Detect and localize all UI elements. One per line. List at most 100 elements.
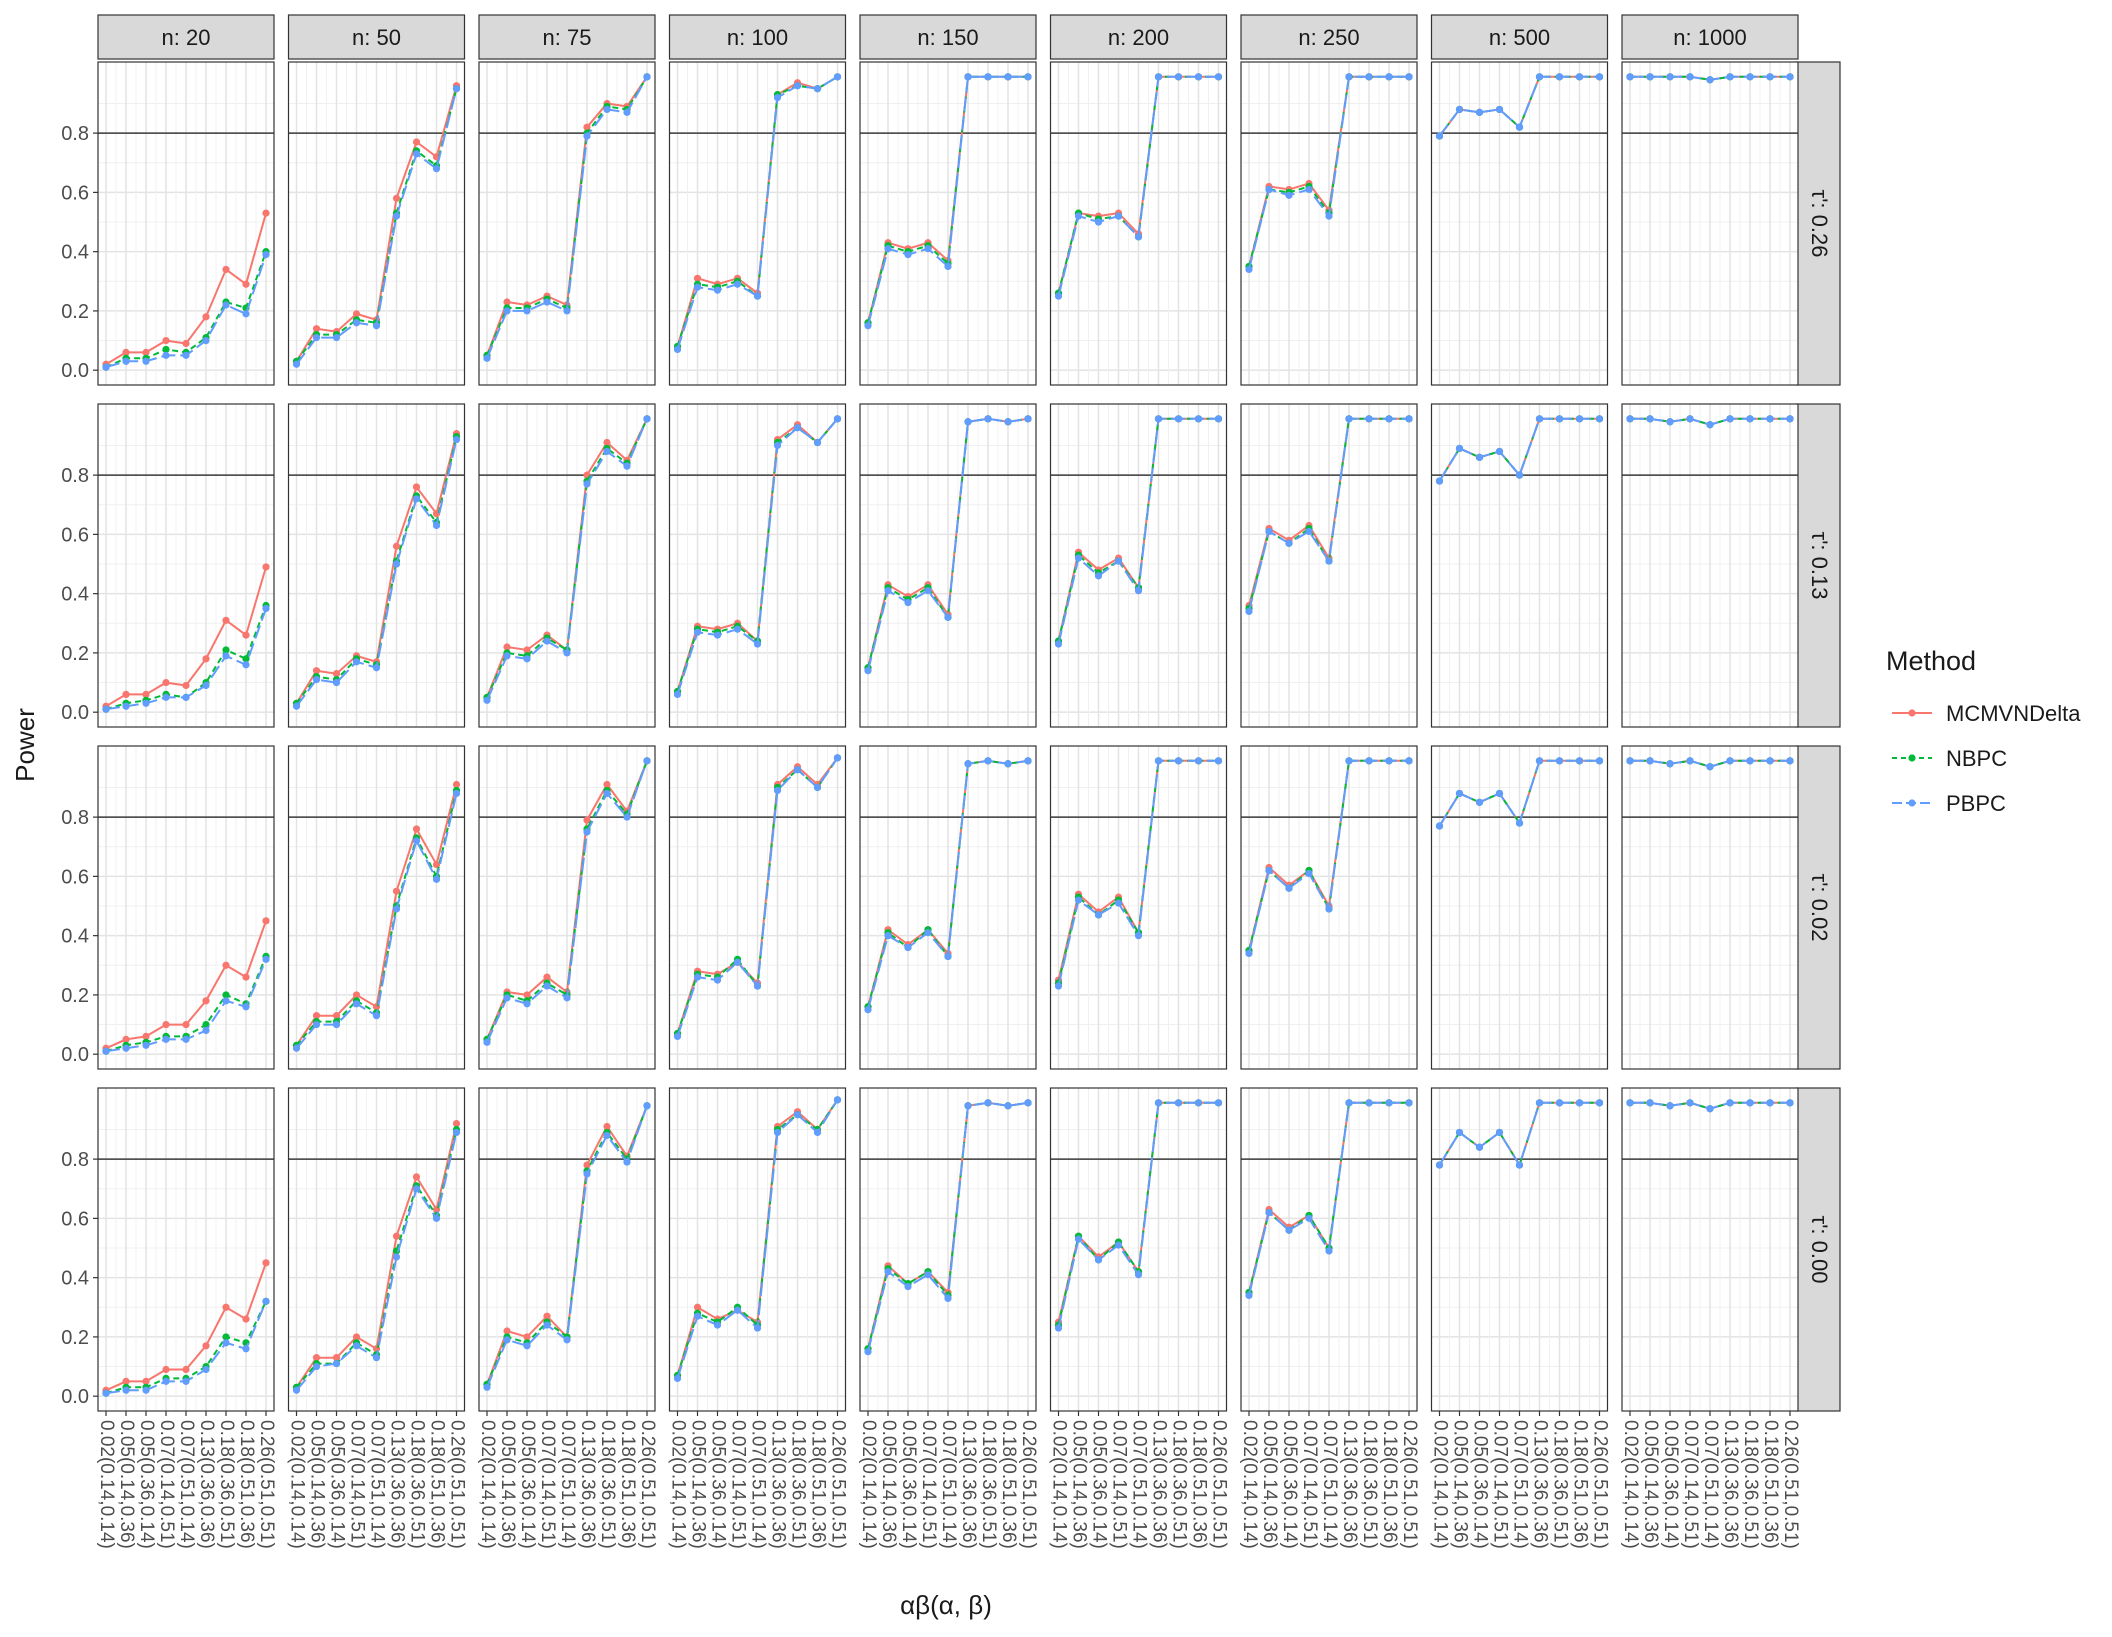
data-point-pbpc: [1074, 896, 1083, 904]
facet-strip-col: [859, 14, 1037, 60]
x-tick-label: 0.18(0.36,0.51): [1359, 1420, 1380, 1549]
data-point-pbpc: [904, 1282, 912, 1291]
facet-panel: [1049, 745, 1228, 1070]
data-point-pbpc: [222, 652, 230, 660]
data-point-pbpc: [623, 1158, 631, 1166]
x-tick-label: 0.05(0.14,0.36): [1259, 1420, 1280, 1549]
facet-strip-row: [1795, 745, 1841, 1070]
data-point-pbpc: [1385, 73, 1393, 81]
series-line-nbpc: [676, 1099, 839, 1376]
facet-panel: [287, 61, 466, 386]
data-point-mcmvndelta: [412, 138, 421, 146]
data-point-mcmvndelta: [222, 961, 230, 969]
data-point-pbpc: [1535, 73, 1544, 81]
data-point-pbpc: [202, 336, 210, 345]
data-point-pbpc: [122, 357, 130, 365]
facet-panel: [1240, 745, 1418, 1070]
panel-border: [1621, 403, 1799, 728]
data-point-pbpc: [1325, 1247, 1333, 1255]
x-tick-label: 0.18(0.51,0.36): [998, 1420, 1019, 1549]
data-point-pbpc: [1024, 415, 1032, 423]
data-point-pbpc: [673, 1374, 682, 1383]
data-point-pbpc: [1666, 418, 1674, 426]
data-point-pbpc: [1626, 73, 1634, 81]
data-point-pbpc: [1726, 73, 1734, 81]
facet-panel: 0.02(0.14,0.14) 0.05(0.14,0.36) 0.05(0.36,…: [1429, 1087, 1610, 1549]
legend-key-point: [1908, 709, 1916, 717]
data-point-pbpc: [242, 310, 250, 318]
data-point-pbpc: [603, 789, 611, 798]
data-point-pbpc: [1495, 789, 1504, 798]
data-point-pbpc: [1245, 949, 1253, 958]
data-point-pbpc: [964, 1102, 972, 1110]
panel-border: [1049, 403, 1228, 728]
data-point-pbpc: [1666, 1102, 1674, 1110]
data-point-pbpc: [1325, 557, 1333, 565]
data-point-pbpc: [1766, 1099, 1774, 1107]
x-axis-title: αβ(α, β): [900, 1590, 992, 1620]
data-point-mcmvndelta: [352, 310, 361, 318]
data-point-pbpc: [643, 415, 651, 423]
data-point-pbpc: [964, 418, 972, 426]
data-point-mcmvndelta: [142, 348, 150, 357]
data-point-pbpc: [483, 1383, 491, 1391]
data-point-pbpc: [182, 693, 190, 701]
data-point-pbpc: [1074, 212, 1083, 220]
series-line-nbpc: [486, 760, 648, 1040]
data-point-pbpc: [1094, 572, 1103, 580]
y-tick-label: 0.8: [61, 807, 89, 829]
data-point-pbpc: [1495, 1128, 1504, 1137]
data-point-pbpc: [412, 495, 421, 503]
data-point-pbpc: [1054, 1324, 1063, 1332]
x-tick-label: 0.26(0.51,0.51): [1589, 1420, 1610, 1549]
x-tick-label: 0.13(0.36,0.36): [1148, 1420, 1169, 1549]
data-point-pbpc: [1214, 1099, 1223, 1107]
data-point-pbpc: [312, 675, 321, 684]
data-point-mcmvndelta: [392, 194, 401, 202]
facet-panel: [1621, 61, 1799, 386]
facet-panel: [668, 403, 847, 728]
x-tick-label: 0.07(0.14,0.51): [1299, 1420, 1320, 1549]
data-point-pbpc: [1706, 1105, 1714, 1113]
facet-panel: 0.0 0.2 0.4 0.6 0.8: [61, 745, 275, 1070]
facet-strip-col-label: n: 75: [543, 25, 592, 50]
x-tick-label: 0.05(0.14,0.36): [497, 1420, 518, 1549]
legend-key-point: [1908, 799, 1916, 807]
x-tick-label: 0.13(0.36,0.36): [386, 1420, 407, 1549]
x-tick-label: 0.07(0.14,0.51): [1680, 1420, 1701, 1549]
facet-strip-col-label: n: 250: [1298, 25, 1359, 50]
data-point-pbpc: [1194, 415, 1203, 423]
data-point-pbpc: [1174, 73, 1183, 81]
data-point-pbpc: [1686, 415, 1694, 423]
x-tick-label: 0.02(0.14,0.14): [1620, 1420, 1641, 1549]
facet-strip-col: [478, 14, 656, 60]
data-point-pbpc: [1686, 757, 1694, 765]
data-point-mcmvndelta: [262, 1259, 270, 1267]
data-point-mcmvndelta: [222, 1303, 230, 1311]
data-point-pbpc: [1054, 982, 1063, 990]
data-point-pbpc: [262, 1297, 270, 1305]
facet-strip-col-label: n: 150: [917, 25, 978, 50]
y-tick-label: 0.8: [61, 123, 89, 145]
facet-panel: [1049, 403, 1228, 728]
x-tick-label: 0.07(0.51,0.14): [366, 1420, 387, 1549]
data-point-pbpc: [1004, 1102, 1012, 1110]
data-point-pbpc: [1345, 757, 1353, 765]
x-tick-label: 0.07(0.51,0.14): [938, 1420, 959, 1549]
facet-strip-col: [97, 14, 275, 60]
facet-panel: 0.0 0.2 0.4 0.6 0.8: [61, 61, 275, 386]
data-point-pbpc: [603, 1131, 611, 1140]
x-tick-label: 0.07(0.51,0.14): [557, 1420, 578, 1549]
panel-border: [1621, 61, 1799, 386]
data-point-pbpc: [813, 783, 822, 792]
x-tick-label: 0.18(0.51,0.36): [236, 1420, 257, 1549]
data-point-pbpc: [202, 681, 210, 690]
data-point-pbpc: [1214, 757, 1223, 765]
data-point-pbpc: [242, 1345, 250, 1353]
facet-panel: 0.02(0.14,0.14) 0.05(0.14,0.36) 0.05(0.36,…: [1048, 1087, 1229, 1549]
data-point-pbpc: [733, 1306, 742, 1314]
data-point-pbpc: [242, 1003, 250, 1011]
data-point-pbpc: [1746, 1099, 1754, 1107]
data-point-pbpc: [432, 165, 441, 173]
data-point-pbpc: [312, 1362, 321, 1371]
